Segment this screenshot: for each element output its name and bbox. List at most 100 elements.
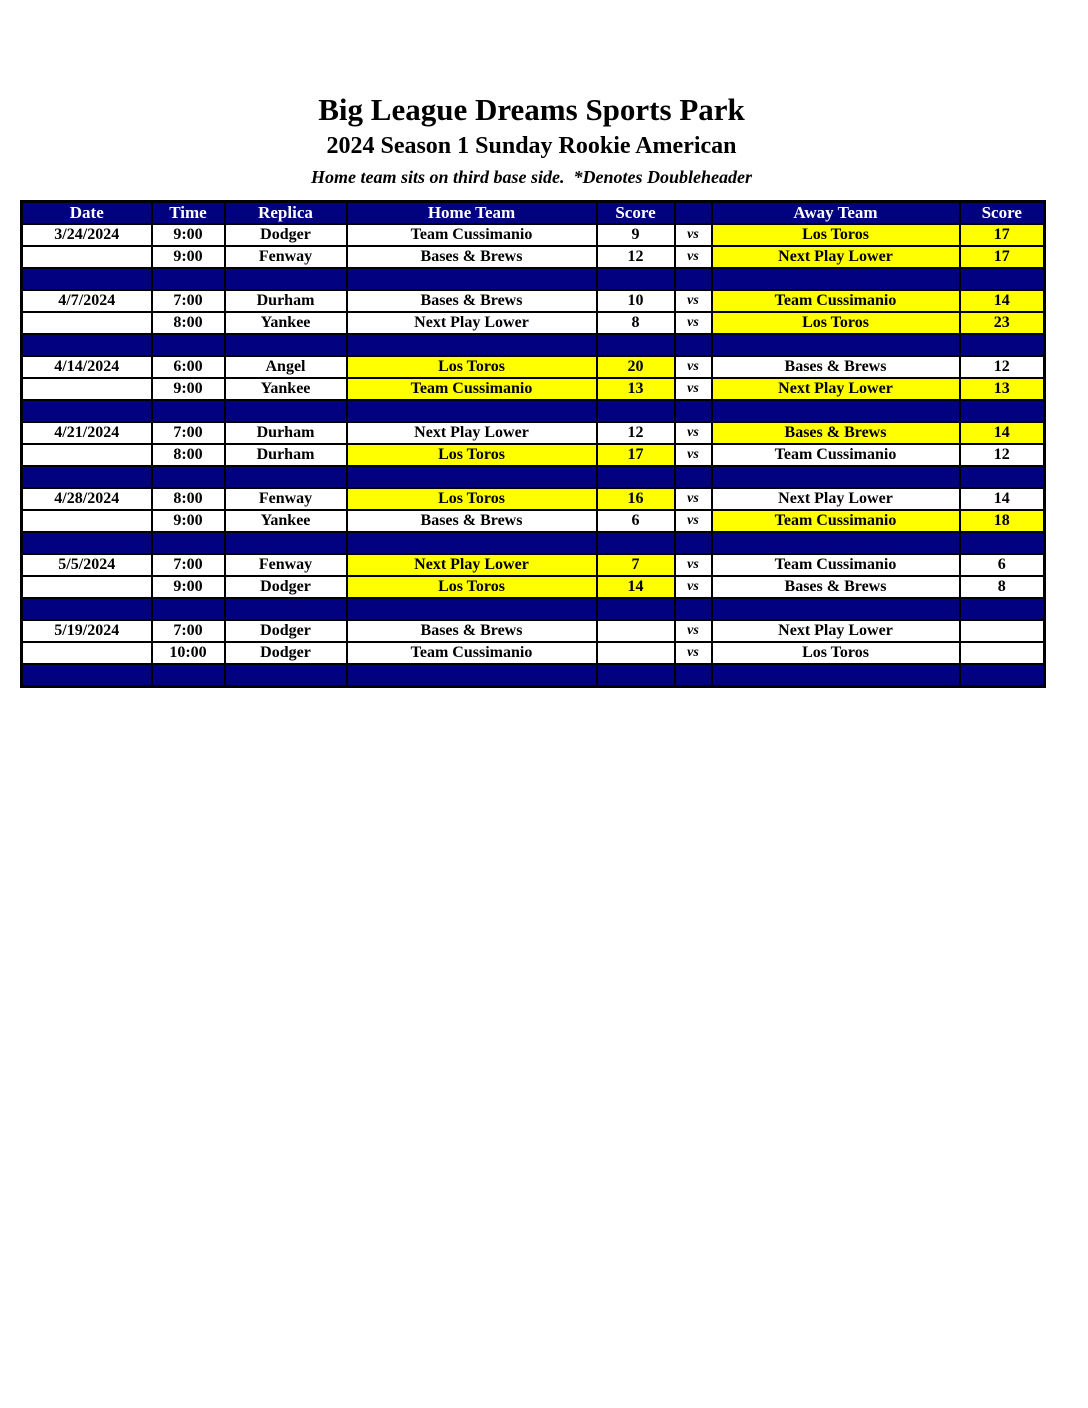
away-score-cell: 17	[958, 245, 1046, 269]
time-cell: 9:00	[150, 223, 226, 247]
game-row: 5/5/2024 7:00 Fenway Next Play Lower 7 vs Team…	[20, 553, 1046, 577]
time-cell: 9:00	[150, 245, 226, 269]
separator-cell	[710, 465, 961, 489]
separator-cell	[223, 597, 348, 621]
away-score-cell: 6	[958, 553, 1046, 577]
separator-cell	[150, 399, 226, 423]
separator-row	[20, 597, 1046, 621]
separator-cell	[958, 663, 1046, 687]
home-score-cell: 7	[595, 553, 676, 577]
separator-cell	[223, 663, 348, 687]
page-subtitle: 2024 Season 1 Sunday Rookie American	[326, 133, 737, 159]
vs-cell: vs	[673, 311, 713, 335]
away-team-cell: Bases & Brews	[710, 575, 961, 599]
replica-cell: Fenway	[223, 487, 348, 511]
separator-cell	[710, 531, 961, 555]
game-row: 3/24/2024 9:00 Dodger Team Cussimanio 9 vs Los…	[20, 223, 1046, 247]
time-cell: 8:00	[150, 487, 226, 511]
game-row: 4/21/2024 7:00 Durham Next Play Lower 12 vs Ba…	[20, 421, 1046, 445]
separator-row	[20, 531, 1046, 555]
time-cell: 9:00	[150, 509, 226, 533]
time-cell: 10:00	[150, 641, 226, 665]
replica-cell: Durham	[223, 421, 348, 445]
replica-cell: Dodger	[223, 575, 348, 599]
away-score-cell: 12	[958, 443, 1046, 467]
col-header-home-score: Score	[595, 200, 676, 225]
replica-cell: Dodger	[223, 619, 348, 643]
separator-cell	[595, 465, 676, 489]
home-team-cell: Los Toros	[345, 575, 598, 599]
col-header-time: Time	[150, 200, 226, 225]
away-score-cell	[958, 641, 1046, 665]
separator-cell	[150, 267, 226, 291]
time-cell: 7:00	[150, 289, 226, 313]
away-team-cell: Los Toros	[710, 223, 961, 247]
separator-row	[20, 333, 1046, 357]
separator-cell	[20, 399, 153, 423]
away-team-cell: Team Cussimanio	[710, 509, 961, 533]
time-cell: 8:00	[150, 443, 226, 467]
col-header-away-score: Score	[958, 200, 1046, 225]
separator-cell	[958, 465, 1046, 489]
separator-cell	[958, 267, 1046, 291]
home-team-cell: Team Cussimanio	[345, 377, 598, 401]
away-score-cell: 14	[958, 487, 1046, 511]
separator-cell	[595, 333, 676, 357]
separator-cell	[223, 531, 348, 555]
away-score-cell	[958, 619, 1046, 643]
home-team-cell: Bases & Brews	[345, 289, 598, 313]
vs-cell: vs	[673, 421, 713, 445]
page-note: Home team sits on third base side. *Deno…	[311, 167, 752, 187]
home-team-cell: Team Cussimanio	[345, 641, 598, 665]
away-team-cell: Next Play Lower	[710, 377, 961, 401]
separator-cell	[345, 267, 598, 291]
date-cell: 5/5/2024	[20, 553, 153, 577]
vs-cell: vs	[673, 509, 713, 533]
date-cell: 4/21/2024	[20, 421, 153, 445]
away-team-cell: Next Play Lower	[710, 487, 961, 511]
date-cell	[20, 311, 153, 335]
col-header-home-team: Home Team	[345, 200, 598, 225]
game-row: 4/28/2024 8:00 Fenway Los Toros 16 vs Next Pla…	[20, 487, 1046, 511]
date-cell	[20, 443, 153, 467]
home-score-cell: 16	[595, 487, 676, 511]
home-team-cell: Next Play Lower	[345, 311, 598, 335]
home-score-cell	[595, 641, 676, 665]
separator-cell	[958, 399, 1046, 423]
separator-cell	[345, 597, 598, 621]
col-header-date: Date	[20, 200, 153, 225]
home-team-cell: Los Toros	[345, 355, 598, 379]
separator-cell	[150, 663, 226, 687]
game-row: 9:00 Yankee Bases & Brews 6 vs Team Cussimani…	[20, 509, 1046, 533]
date-cell	[20, 377, 153, 401]
replica-cell: Durham	[223, 289, 348, 313]
home-score-cell: 20	[595, 355, 676, 379]
separator-cell	[150, 597, 226, 621]
time-cell: 7:00	[150, 421, 226, 445]
game-row: 9:00 Fenway Bases & Brews 12 vs Next Play Low…	[20, 245, 1046, 269]
home-score-cell: 9	[595, 223, 676, 247]
separator-cell	[710, 333, 961, 357]
separator-cell	[710, 399, 961, 423]
page-title: Big League Dreams Sports Park	[318, 92, 745, 127]
vs-cell: vs	[673, 641, 713, 665]
time-cell: 9:00	[150, 377, 226, 401]
separator-cell	[20, 267, 153, 291]
vs-cell: vs	[673, 223, 713, 247]
home-score-cell: 17	[595, 443, 676, 467]
replica-cell: Fenway	[223, 245, 348, 269]
home-score-cell: 10	[595, 289, 676, 313]
table-header-row: Date Time Replica Home Team Score Away T…	[20, 200, 1046, 225]
separator-cell	[673, 663, 713, 687]
date-cell: 4/7/2024	[20, 289, 153, 313]
vs-cell: vs	[673, 245, 713, 269]
vs-cell: vs	[673, 575, 713, 599]
vs-cell: vs	[673, 355, 713, 379]
home-team-cell: Bases & Brews	[345, 245, 598, 269]
replica-cell: Dodger	[223, 223, 348, 247]
away-score-cell: 8	[958, 575, 1046, 599]
col-header-vs	[673, 200, 713, 225]
game-row: 4/7/2024 7:00 Durham Bases & Brews 10 vs Team …	[20, 289, 1046, 313]
home-team-cell: Next Play Lower	[345, 553, 598, 577]
away-score-cell: 14	[958, 421, 1046, 445]
